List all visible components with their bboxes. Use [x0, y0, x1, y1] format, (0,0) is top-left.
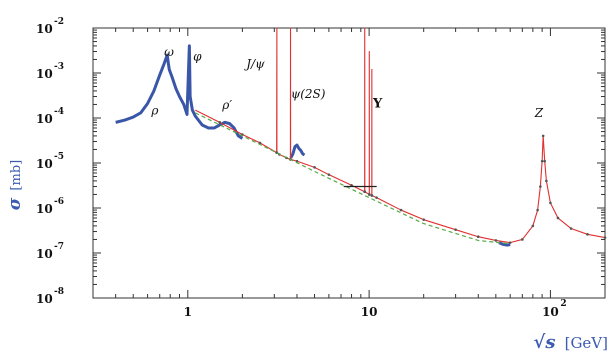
resonance-label: ρ′: [221, 98, 232, 112]
resonance-label: ω: [164, 45, 174, 59]
data-curves: [115, 27, 607, 247]
measured-data-series: [289, 143, 306, 159]
resonance-label: ρ: [150, 103, 158, 117]
y-tick-base: 10: [36, 157, 53, 171]
data-point: [370, 194, 374, 197]
data-point: [539, 185, 542, 188]
data-point: [586, 233, 589, 236]
tick-marks: [92, 28, 606, 299]
y-tick-base: 10: [36, 67, 53, 81]
y-tick-exponent: -8: [54, 287, 64, 297]
data-point: [531, 224, 535, 228]
x-tick-base: 10: [361, 305, 378, 319]
y-tick-label: 10 -4: [36, 107, 64, 126]
resonance-label: Υ: [372, 97, 383, 112]
data-point: [368, 193, 371, 196]
y-tick-base: 10: [36, 292, 53, 306]
y-tick-label: 10 -3: [36, 62, 64, 81]
data-point: [521, 238, 524, 241]
data-point: [476, 235, 480, 239]
y-tick-label: 10 -8: [36, 287, 64, 306]
y-axis-symbol: σ: [5, 197, 25, 210]
resonance-label: φ: [193, 49, 202, 63]
data-point: [350, 183, 353, 187]
y-tick-base: 10: [36, 247, 53, 261]
resonance-labels: ρ ω φ ρ′ J/ψ ψ(2S) Υ Z: [150, 45, 543, 120]
data-point: [375, 196, 378, 199]
y-tick-exponent: -6: [54, 197, 64, 207]
data-point: [218, 121, 222, 124]
y-tick-base: 10: [36, 22, 53, 36]
resonance-label: Z: [534, 106, 544, 120]
x-tick-label: 1: [184, 305, 192, 319]
y-tick-exponent: -3: [54, 62, 64, 72]
data-point: [454, 228, 457, 231]
y-tick-base: 10: [36, 112, 53, 126]
resonance-label: ψ(2S): [291, 87, 326, 101]
data-point: [363, 190, 367, 194]
y-tick-exponent: -2: [54, 17, 64, 27]
data-point: [422, 218, 425, 221]
y-tick-base: 10: [36, 202, 53, 216]
y-tick-label: 10 -6: [36, 197, 64, 216]
data-point: [569, 227, 573, 230]
x-axis-unit: [GeV]: [565, 334, 608, 352]
data-point: [545, 179, 548, 183]
model-dashed-curve: [195, 112, 511, 245]
data-point: [536, 208, 539, 212]
data-point: [494, 239, 498, 242]
data-point: [508, 241, 512, 244]
measured-data-series: [115, 44, 244, 140]
resonance-label: J/ψ: [243, 57, 265, 71]
y-axis-unit: [mb]: [9, 160, 24, 191]
x-tick-base: 1: [184, 305, 192, 319]
data-point: [327, 173, 331, 176]
data-point: [541, 134, 545, 138]
x-axis-symbol: √s: [534, 332, 556, 353]
x-tick-label: 102: [542, 299, 567, 319]
tick-labels: 10 -210 -310 -410 -510 -610 -710 -81 10 102: [36, 17, 567, 319]
y-axis-label: σ [mb]: [5, 160, 25, 210]
data-point: [603, 236, 607, 239]
x-axis-label: √s [GeV]: [534, 332, 608, 353]
data-point: [399, 208, 403, 212]
y-tick-label: 10 -2: [36, 17, 64, 36]
y-tick-label: 10 -7: [36, 242, 64, 261]
y-tick-exponent: -5: [54, 152, 64, 162]
measured-data-series: [498, 241, 511, 247]
y-tick-label: 10 -5: [36, 152, 64, 171]
data-point: [543, 159, 547, 163]
data-point: [549, 201, 552, 205]
data-point: [556, 216, 560, 220]
x-tick-exponent: 2: [560, 299, 566, 309]
data-point: [313, 166, 316, 169]
x-tick-base: 10: [542, 305, 559, 319]
y-tick-exponent: -4: [54, 107, 64, 117]
y-tick-exponent: -7: [54, 242, 64, 252]
data-point: [540, 159, 544, 163]
x-tick-label: 10: [361, 305, 378, 319]
